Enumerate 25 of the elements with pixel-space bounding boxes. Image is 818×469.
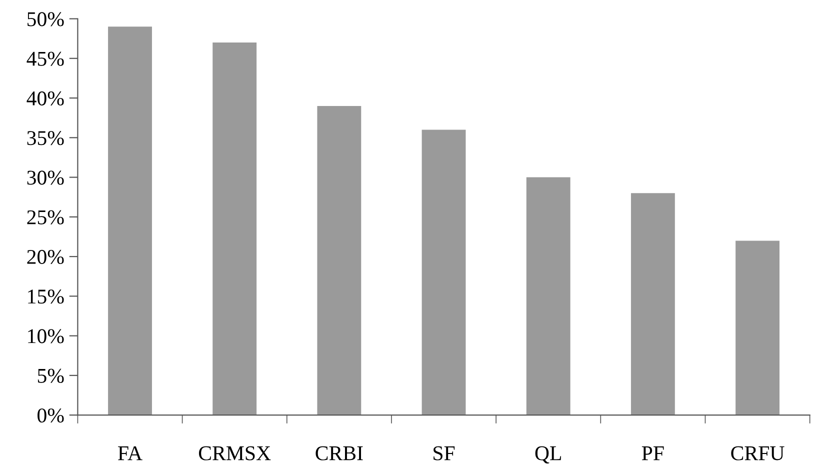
bar bbox=[317, 106, 362, 416]
x-tick-label: SF bbox=[434, 446, 455, 460]
y-tick-label: 45% bbox=[26, 52, 64, 66]
y-tick-label: 30% bbox=[27, 170, 64, 185]
x-tick-label: CRFU bbox=[731, 446, 784, 460]
y-tick-label: 5% bbox=[38, 368, 64, 383]
y-tick-label: 10% bbox=[28, 329, 64, 344]
x-tick-label: CRMSX bbox=[198, 446, 271, 460]
x-tick-label: CRBI bbox=[316, 446, 363, 460]
x-tick-label: FA bbox=[118, 446, 142, 460]
x-tick-label: QL bbox=[535, 446, 561, 464]
bar bbox=[630, 193, 675, 416]
bar bbox=[422, 130, 466, 416]
y-tick-label: 25% bbox=[27, 210, 64, 224]
y-tick-label: 15% bbox=[28, 290, 64, 304]
y-tick-label: 50% bbox=[28, 12, 64, 26]
y-tick-label: 40% bbox=[26, 91, 64, 106]
y-tick-label: 20% bbox=[27, 250, 64, 264]
x-tick-label: PF bbox=[642, 446, 664, 460]
bar bbox=[212, 42, 257, 416]
bar bbox=[736, 240, 780, 416]
y-tick-label: 0% bbox=[38, 408, 64, 423]
bar bbox=[108, 26, 152, 416]
y-tick-label: 35% bbox=[27, 131, 64, 146]
bar bbox=[526, 177, 570, 416]
